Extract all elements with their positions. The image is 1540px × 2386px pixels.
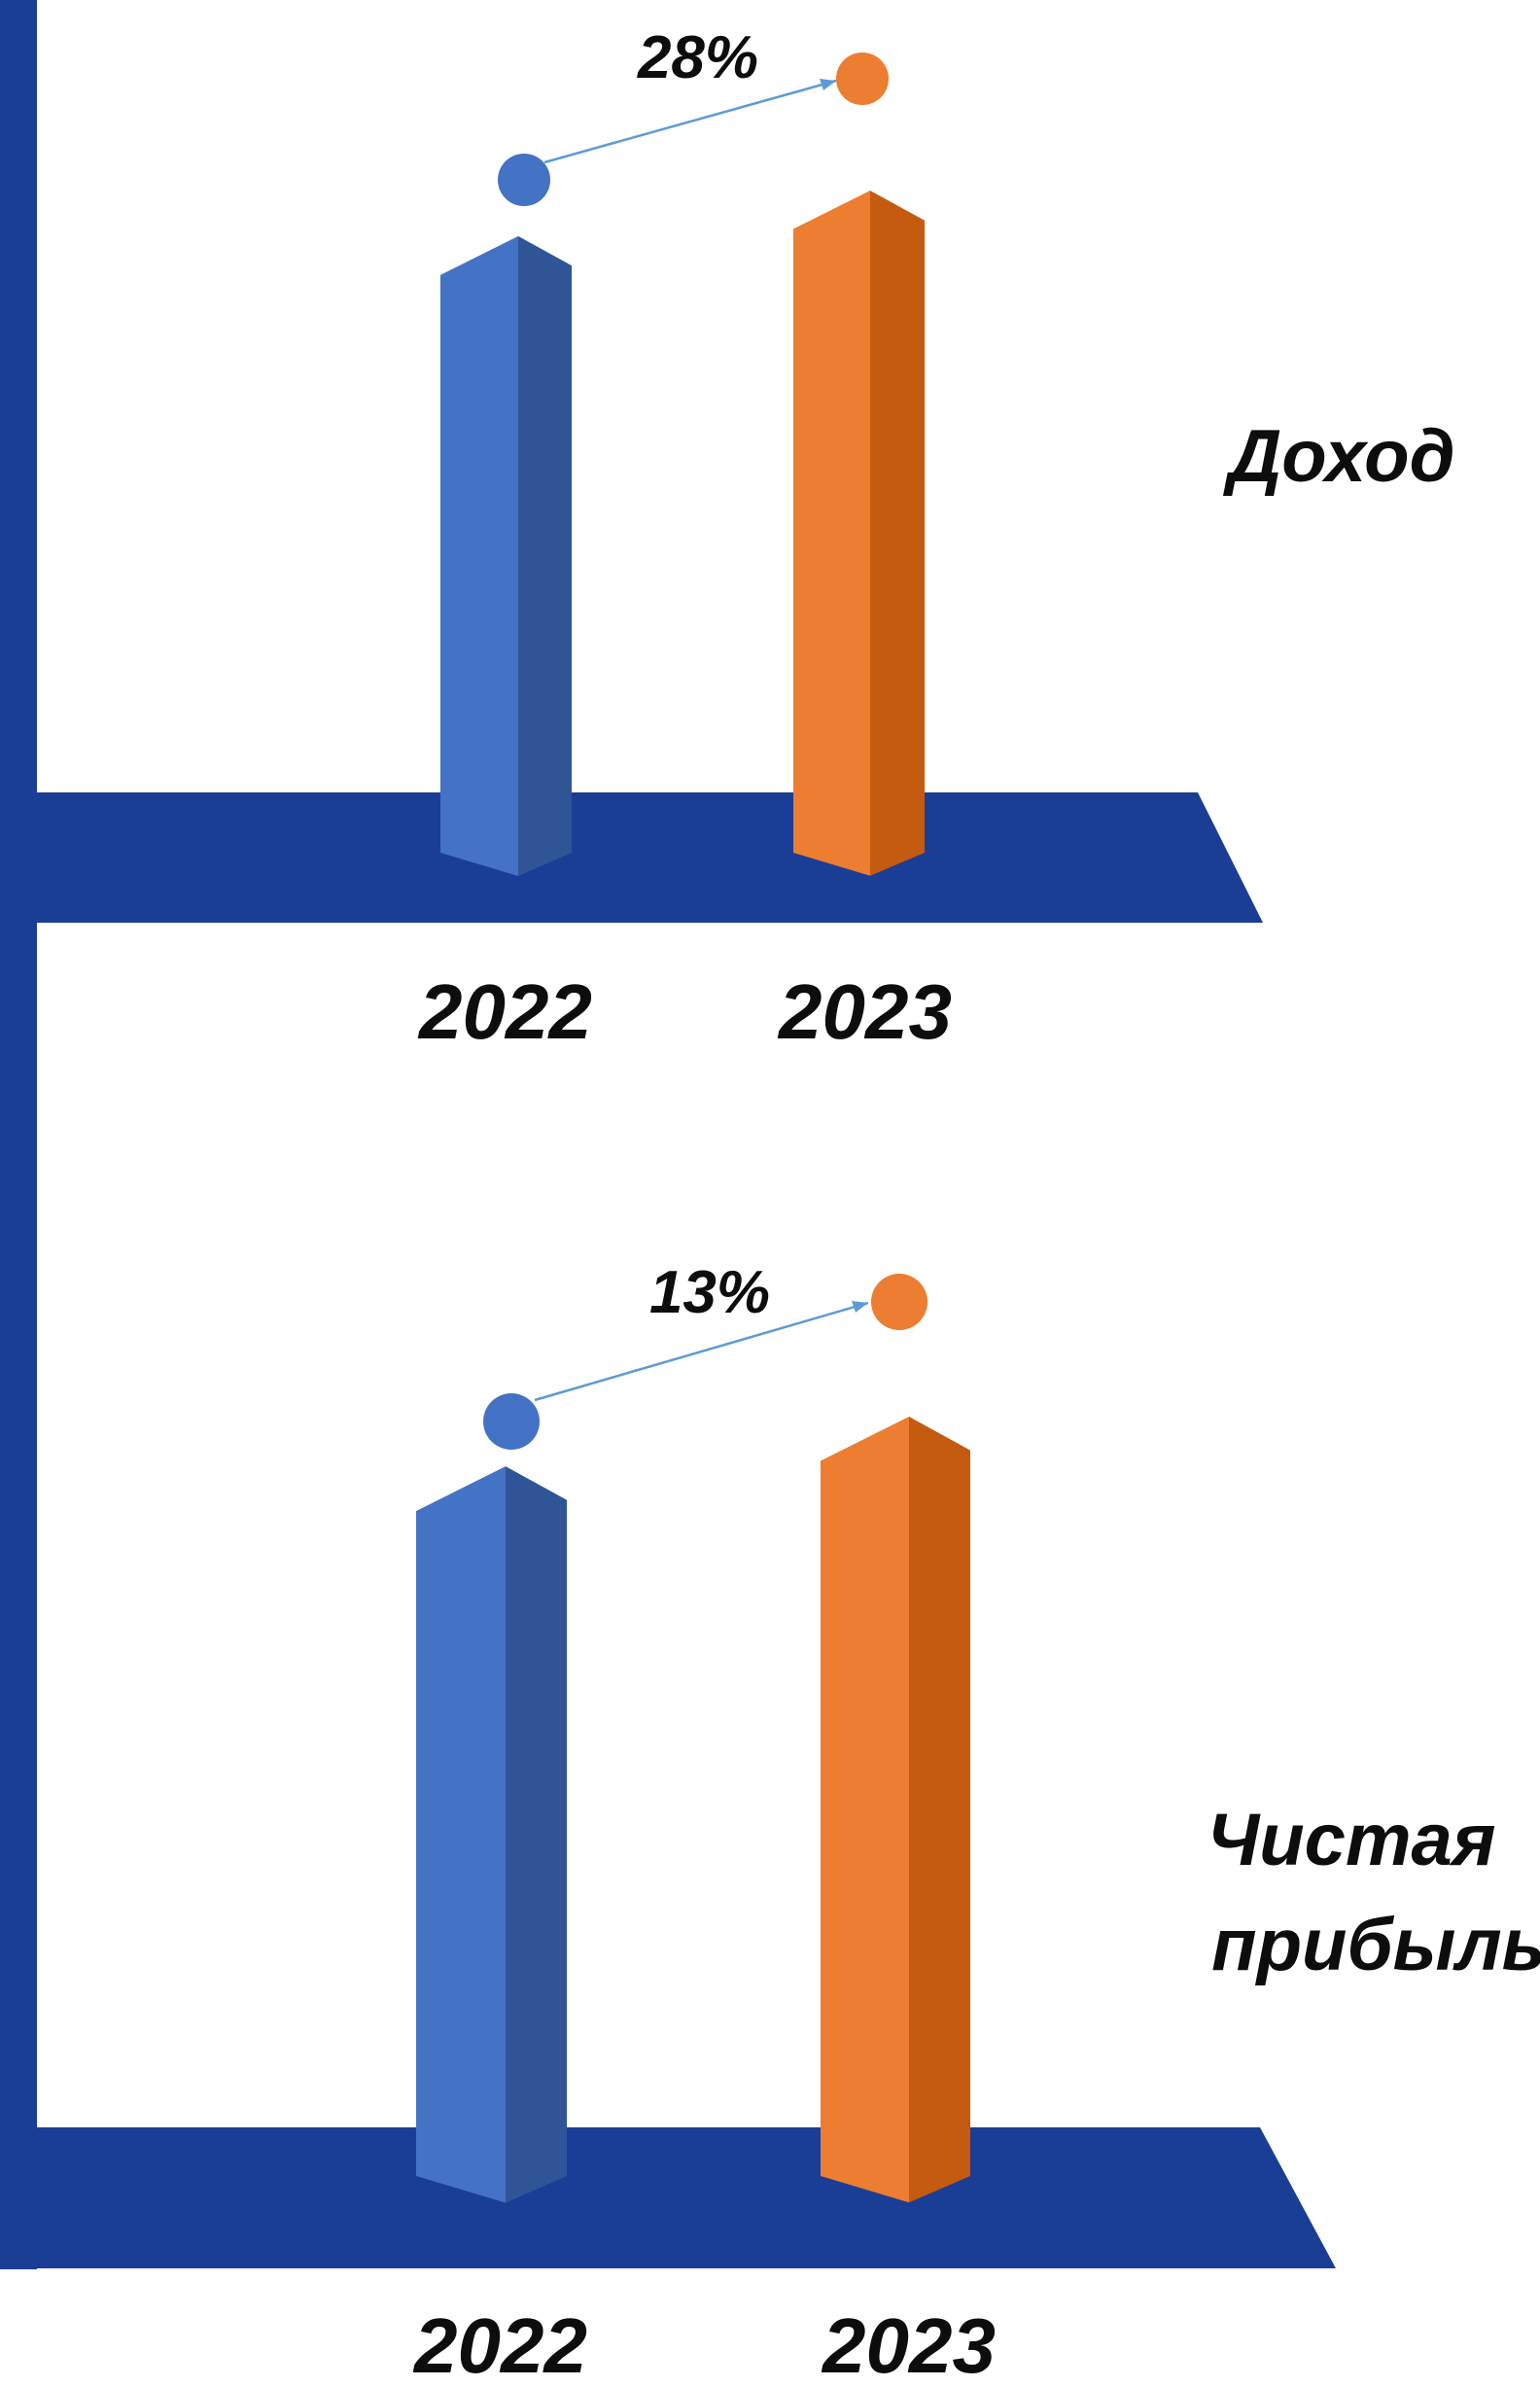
revenue-change-label: 28% — [637, 24, 758, 91]
revenue-bar-2022-front — [440, 235, 518, 876]
frame-vertical-bar — [0, 0, 37, 2269]
net-profit-bar-2022-front — [416, 1466, 506, 2203]
net-profit-chart-shelf — [0, 2127, 1336, 2268]
net-profit-bar-2023-side — [909, 1417, 970, 2203]
net-profit-bar-2022-side — [506, 1466, 567, 2203]
net-profit-category-label-2023: 2023 — [821, 2302, 996, 2386]
net-profit-chart-title-line-2: прибыль — [1211, 1904, 1540, 1986]
net-profit-chart: 13% Чистая прибыль 2022 2023 — [0, 1259, 1540, 2386]
revenue-chart-bars — [440, 191, 925, 876]
revenue-bar-2023-side — [870, 191, 925, 876]
revenue-category-label-2022: 2022 — [417, 968, 592, 1055]
net-profit-marker-2023 — [871, 1274, 928, 1330]
net-profit-change-connector — [534, 1301, 869, 1402]
net-profit-chart-title-line-1: Чистая — [1207, 1799, 1495, 1881]
revenue-chart-title: Доход — [1222, 415, 1454, 498]
net-profit-chart-bars — [416, 1417, 970, 2203]
revenue-bar-2023-front — [793, 191, 870, 876]
revenue-marker-2022 — [498, 154, 550, 206]
net-profit-bar-2023-front — [821, 1417, 909, 2203]
revenue-change-connector — [543, 79, 837, 164]
net-profit-change-label: 13% — [649, 1259, 770, 1326]
revenue-category-label-2023: 2023 — [777, 968, 952, 1055]
revenue-chart-shelf — [0, 792, 1263, 923]
revenue-bar-2022-side — [518, 235, 572, 876]
revenue-change-arrowhead — [820, 79, 836, 90]
net-profit-change-arrowhead — [852, 1301, 868, 1313]
revenue-chart: 28% Доход 2022 2023 — [0, 24, 1455, 1055]
net-profit-marker-2022 — [483, 1393, 540, 1450]
revenue-marker-2023 — [836, 53, 889, 105]
net-profit-category-label-2022: 2022 — [412, 2302, 587, 2386]
